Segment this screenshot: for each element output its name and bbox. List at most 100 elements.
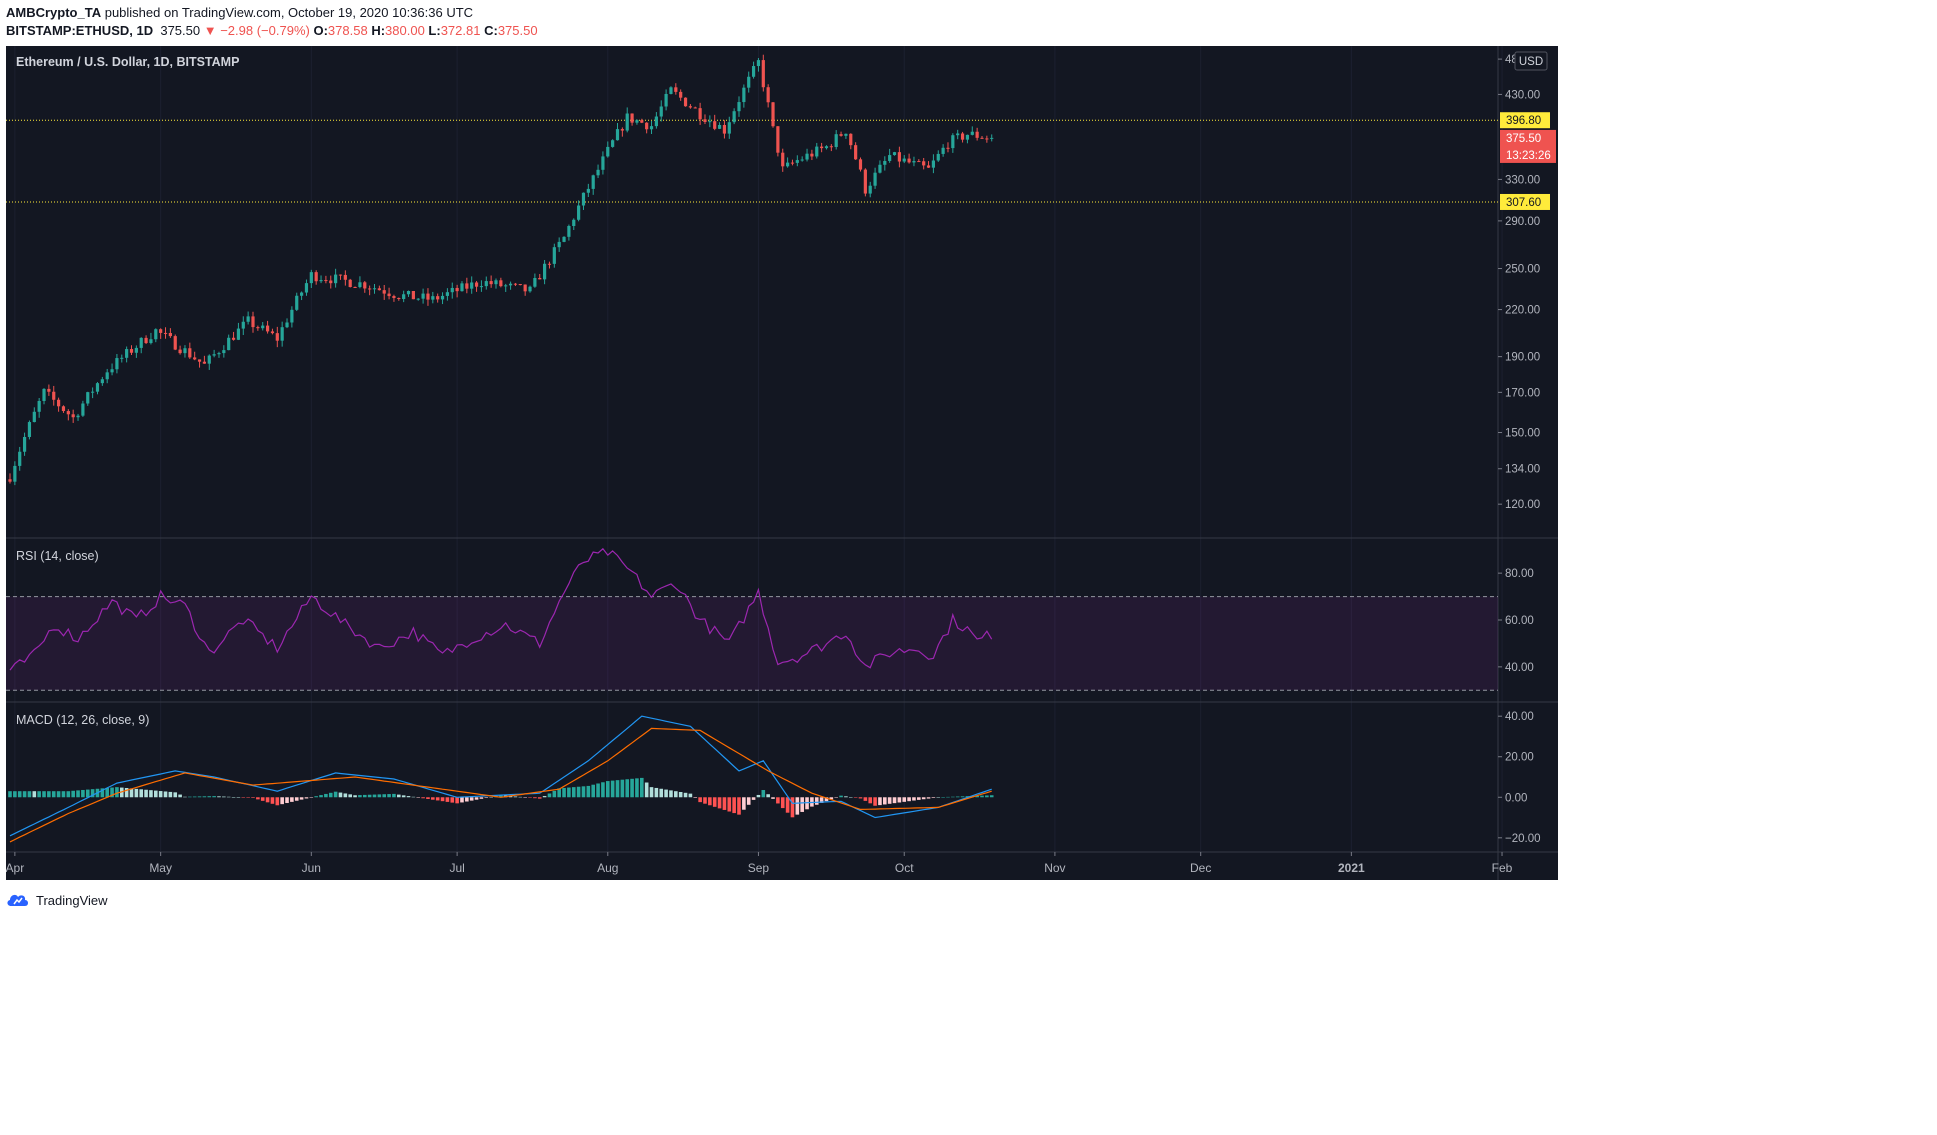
- macd-histogram-bar: [965, 796, 970, 798]
- macd-histogram-bar: [955, 796, 960, 798]
- currency-button[interactable]: USD: [1514, 51, 1548, 71]
- price-tick-label: 190.00: [1505, 352, 1540, 364]
- macd-histogram-bar: [158, 791, 163, 798]
- macd-histogram-bar: [71, 790, 75, 798]
- price-tick-label: 430.00: [1505, 89, 1540, 101]
- candle: [178, 345, 182, 355]
- candle: [489, 275, 493, 288]
- candle: [732, 108, 736, 125]
- candle: [450, 282, 454, 299]
- candle: [878, 160, 882, 174]
- candle: [382, 285, 386, 300]
- candle: [115, 353, 119, 374]
- candle: [139, 337, 143, 354]
- macd-histogram-bar: [397, 794, 401, 798]
- candle: [523, 284, 527, 296]
- candle: [397, 297, 401, 301]
- candle: [392, 294, 396, 302]
- candle: [698, 102, 702, 125]
- candle: [66, 409, 70, 421]
- tradingview-cloud-icon[interactable]: [6, 892, 30, 908]
- candle: [776, 126, 780, 157]
- candle: [372, 283, 377, 294]
- candle: [416, 298, 420, 301]
- macd-histogram-bar: [941, 797, 945, 798]
- candle: [625, 107, 629, 133]
- macd-histogram-bar: [897, 797, 902, 803]
- macd-histogram-bar: [450, 797, 455, 803]
- macd-histogram-bar: [513, 796, 518, 798]
- candle: [42, 388, 46, 405]
- macd-histogram-bar: [465, 797, 469, 802]
- chart-frame[interactable]: Ethereum / U.S. Dollar, 1D, BITSTAMP RSI…: [6, 46, 1558, 880]
- macd-histogram-bar: [858, 797, 863, 799]
- macd-histogram-bar: [664, 789, 668, 798]
- candle: [188, 342, 192, 359]
- candle: [552, 243, 556, 268]
- candle: [766, 84, 770, 108]
- candle: [854, 142, 858, 160]
- candle: [134, 345, 138, 358]
- candle: [810, 149, 814, 161]
- macd-histogram-bar: [61, 791, 66, 798]
- candle: [37, 397, 41, 418]
- macd-histogram-bar: [231, 797, 236, 798]
- macd-histogram-bar: [382, 794, 387, 798]
- macd-histogram-bar: [907, 797, 911, 802]
- countdown-label: 13:23:26: [1506, 150, 1551, 162]
- macd-histogram-bar: [790, 797, 795, 818]
- time-tick-label: Oct: [895, 861, 914, 875]
- candle: [81, 400, 85, 417]
- candle: [717, 122, 722, 130]
- candle: [100, 376, 104, 386]
- candle: [708, 115, 712, 128]
- candle: [13, 461, 17, 486]
- candle: [32, 407, 36, 423]
- macd-histogram-bar: [207, 796, 212, 798]
- tradingview-brand[interactable]: TradingView: [36, 892, 108, 908]
- macd-histogram-bar: [338, 792, 343, 798]
- chart-canvas[interactable]: Ethereum / U.S. Dollar, 1D, BITSTAMP RSI…: [6, 46, 1558, 880]
- currency-label: USD: [1519, 56, 1543, 68]
- macd-histogram-bar: [178, 794, 182, 798]
- macd-histogram-bar: [528, 797, 532, 798]
- macd-histogram-bar: [902, 797, 907, 802]
- macd-histogram-bar: [717, 797, 722, 809]
- macd-histogram-bar: [183, 796, 187, 798]
- price-tick-label: 290.00: [1505, 216, 1540, 228]
- macd-histogram-bar: [139, 789, 144, 798]
- author-name[interactable]: AMBCrypto_TA: [6, 5, 102, 20]
- macd-histogram-bar: [746, 797, 751, 805]
- candle: [334, 268, 338, 288]
- macd-histogram-bar: [921, 797, 926, 800]
- candle: [873, 167, 877, 189]
- candle: [290, 306, 294, 328]
- candle: [990, 134, 994, 142]
- candle: [513, 282, 518, 287]
- macd-tick-label: 40.00: [1505, 711, 1534, 723]
- candle: [533, 273, 537, 288]
- macd-histogram-bar: [173, 792, 178, 798]
- macd-histogram-bar: [693, 797, 698, 798]
- price-pane-title: Ethereum / U.S. Dollar, 1D, BITSTAMP: [16, 55, 239, 69]
- macd-histogram-bar: [829, 797, 834, 800]
- time-axis[interactable]: Apr May Jun Jul Aug Sep Oct Nov Dec 2021 Feb: [6, 852, 1513, 875]
- macd-histogram-bar: [640, 777, 644, 798]
- candle: [800, 156, 804, 162]
- candle: [892, 151, 897, 156]
- macd-tick-label: −20.00: [1505, 833, 1541, 845]
- candle: [261, 322, 265, 331]
- candle: [183, 345, 187, 358]
- close-value: 375.50: [497, 23, 538, 38]
- candle: [285, 318, 289, 329]
- macd-histogram-bar: [552, 790, 557, 798]
- candle: [460, 281, 464, 292]
- candle: [377, 285, 381, 291]
- rsi-tick-label: 40.00: [1505, 662, 1534, 674]
- macd-histogram-bar: [863, 797, 868, 801]
- candle: [455, 284, 459, 298]
- candle: [57, 397, 61, 412]
- macd-signal-line: [9, 727, 992, 843]
- macd-histogram-bar: [678, 792, 683, 798]
- macd-histogram-bar: [601, 782, 605, 798]
